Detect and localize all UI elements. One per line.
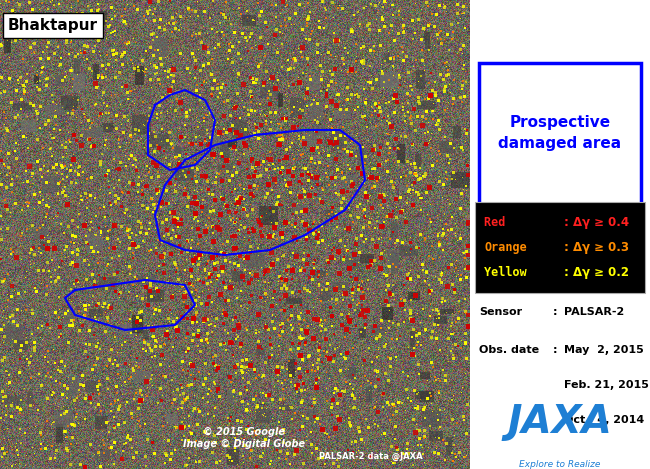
FancyBboxPatch shape <box>479 63 641 204</box>
Text: JAXA: JAXA <box>508 403 612 441</box>
Text: :: : <box>552 307 557 317</box>
FancyBboxPatch shape <box>475 202 645 293</box>
Text: May  2, 2015: May 2, 2015 <box>564 345 644 355</box>
Text: PALSAR-2: PALSAR-2 <box>564 307 624 317</box>
Text: Sensor: Sensor <box>479 307 522 317</box>
Text: PALSAR-2 data @JAXA: PALSAR-2 data @JAXA <box>319 452 423 461</box>
Text: Orange: Orange <box>484 241 527 254</box>
Text: : Δγ ≥ 0.3: : Δγ ≥ 0.3 <box>564 241 629 254</box>
Text: :: : <box>552 345 557 355</box>
Text: Feb. 21, 2015: Feb. 21, 2015 <box>564 380 649 390</box>
Text: Yellow: Yellow <box>484 266 541 280</box>
Text: : Δγ ≥ 0.2: : Δγ ≥ 0.2 <box>564 266 629 280</box>
Text: Explore to Realize: Explore to Realize <box>519 460 601 469</box>
Text: Bhaktapur: Bhaktapur <box>8 18 98 33</box>
Text: : Δγ ≥ 0.4: : Δγ ≥ 0.4 <box>564 216 629 229</box>
Text: Obs. date: Obs. date <box>479 345 539 355</box>
Text: Red: Red <box>484 216 534 229</box>
Text: Prospective
damaged area: Prospective damaged area <box>499 115 621 151</box>
Text: © 2015 Google
Image © Digital Globe: © 2015 Google Image © Digital Globe <box>183 427 306 449</box>
Text: Oct.  4, 2014: Oct. 4, 2014 <box>564 415 644 425</box>
